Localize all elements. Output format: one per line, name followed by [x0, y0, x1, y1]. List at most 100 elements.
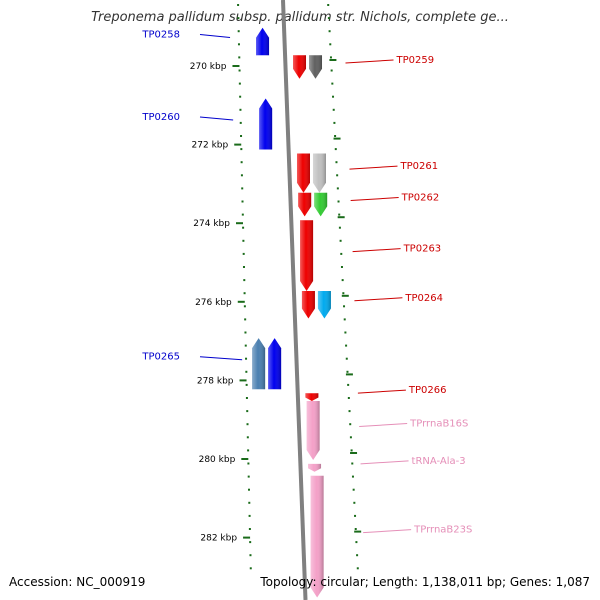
map-title: Treponema pallidum subsp. pallidum str. … [91, 10, 509, 25]
genome-summary-text: Topology: circular; Length: 1,138,011 bp… [260, 575, 590, 589]
minor-tick [237, 30, 240, 33]
feature-label-tp0265[interactable]: TP0265 [141, 352, 180, 363]
feature-shading [314, 192, 328, 217]
minor-tick [343, 318, 346, 321]
minor-tick [239, 95, 242, 98]
major-tick [341, 294, 349, 297]
feature-label-leader [359, 423, 408, 428]
major-tick [329, 59, 337, 61]
minor-tick [237, 43, 240, 46]
minor-tick [333, 121, 336, 124]
minor-tick [245, 357, 248, 360]
scale-tick-label: 280 kbp [199, 455, 236, 465]
minor-tick [242, 252, 245, 255]
minor-tick [249, 541, 252, 544]
minor-tick [356, 554, 359, 557]
feature-label-tp0261[interactable]: TP0261 [399, 161, 438, 172]
minor-tick [247, 488, 250, 491]
minor-tick [356, 567, 359, 570]
major-tick [239, 379, 247, 382]
feature-label-tp0263[interactable]: TP0263 [403, 244, 442, 255]
minor-tick [246, 410, 249, 413]
scale-tick-label: 282 kbp [200, 534, 237, 544]
feature-label-tp0266[interactable]: TP0266 [408, 385, 447, 396]
minor-tick [354, 514, 357, 517]
minor-tick [240, 174, 243, 177]
minor-tick [352, 488, 355, 491]
minor-tick [334, 135, 337, 137]
minor-tick [249, 554, 252, 557]
scale-tick-label: 270 kbp [190, 62, 227, 72]
feature-shading [308, 463, 322, 472]
minor-tick [331, 82, 334, 85]
minor-tick [328, 30, 331, 33]
minor-tick [343, 305, 346, 308]
major-tick [354, 530, 362, 533]
minor-tick [237, 17, 240, 20]
feature-shading [306, 401, 320, 460]
major-tick [345, 373, 353, 376]
minor-tick [241, 187, 244, 190]
scale-tick-label: 274 kbp [193, 219, 230, 229]
feature-shading [298, 192, 312, 217]
minor-tick [248, 501, 251, 504]
feature-shading [252, 338, 266, 390]
minor-tick [340, 252, 343, 255]
minor-tick [238, 56, 241, 59]
minor-tick [240, 161, 243, 164]
minor-tick [238, 69, 241, 72]
minor-tick [239, 121, 242, 124]
feature-label-leader [354, 297, 403, 302]
minor-tick [332, 95, 335, 98]
minor-tick [249, 567, 252, 570]
feature-label-leader [350, 197, 399, 202]
minor-tick [242, 266, 245, 268]
major-tick [350, 452, 358, 454]
feature-shading [310, 475, 324, 598]
minor-tick [345, 344, 348, 347]
minor-tick [344, 331, 347, 334]
minor-tick [244, 344, 247, 347]
feature-label-tprrnab23s[interactable]: TPrrnaB23S [413, 525, 472, 536]
minor-tick [336, 174, 339, 177]
minor-tick [246, 423, 249, 426]
minor-tick [245, 370, 248, 373]
feature-shading [293, 55, 307, 79]
minor-tick [242, 239, 245, 242]
feature-label-tp0262[interactable]: TP0262 [401, 193, 440, 204]
feature-label-tprrnab16s[interactable]: TPrrnaB16S [409, 419, 468, 430]
minor-tick [248, 528, 251, 530]
feature-label-leader [349, 165, 398, 170]
feature-label-leader [199, 356, 243, 361]
major-tick [232, 65, 240, 67]
feature-label-tp0260[interactable]: TP0260 [141, 112, 180, 123]
minor-tick [355, 541, 358, 544]
major-tick [337, 216, 345, 219]
feature-shading [309, 55, 323, 79]
minor-tick [332, 108, 335, 111]
feature-shading [296, 153, 310, 193]
feature-label-leader [357, 389, 406, 394]
minor-tick [240, 135, 243, 137]
feature-shading [301, 291, 315, 319]
minor-tick [241, 200, 244, 203]
minor-tick [247, 449, 250, 452]
minor-tick [336, 187, 339, 190]
minor-tick [346, 370, 349, 373]
feature-label-tp0259[interactable]: TP0259 [396, 55, 435, 66]
minor-tick [351, 462, 354, 465]
feature-label-trna-ala-3[interactable]: tRNA-Ala-3 [412, 456, 466, 467]
minor-tick [243, 305, 246, 308]
minor-tick [348, 410, 351, 413]
major-tick [235, 222, 243, 225]
feature-label-tp0258[interactable]: TP0258 [141, 29, 180, 40]
feature-shading [259, 98, 273, 150]
feature-label-tp0264[interactable]: TP0264 [404, 293, 443, 304]
scale-tick-label: 276 kbp [195, 298, 232, 308]
major-tick [237, 300, 245, 303]
minor-tick [350, 449, 353, 452]
minor-tick [244, 318, 247, 321]
feature-shading [256, 27, 270, 56]
feature-label-leader [199, 116, 234, 121]
feature-label-leader [363, 529, 412, 534]
